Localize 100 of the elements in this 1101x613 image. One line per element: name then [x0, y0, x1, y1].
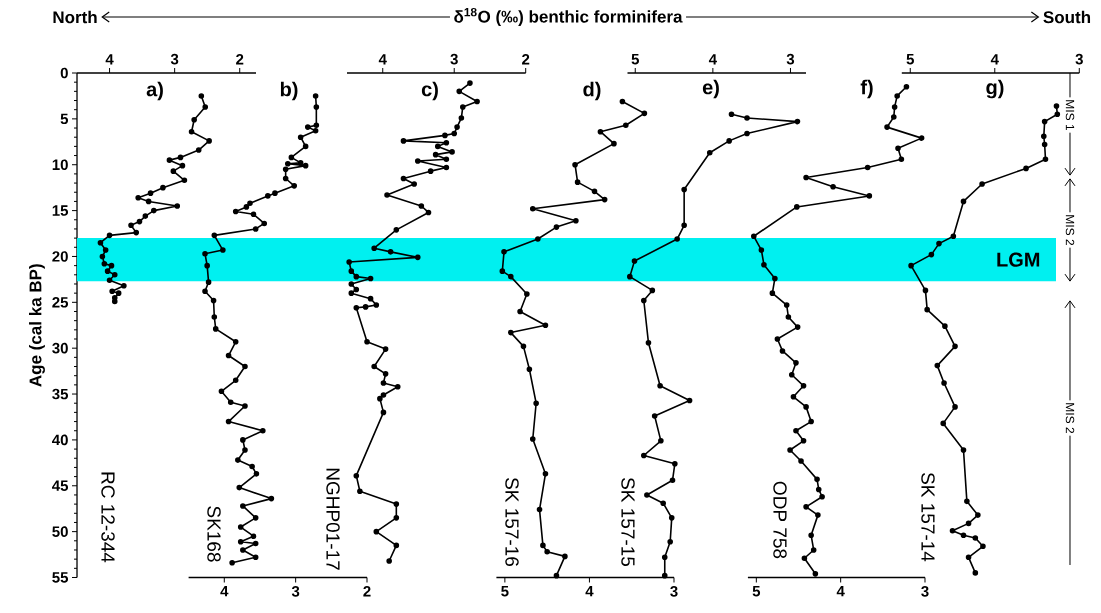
point	[934, 362, 941, 369]
point	[205, 279, 212, 285]
point	[362, 304, 369, 310]
point	[800, 438, 807, 444]
point	[808, 532, 814, 539]
point	[501, 249, 507, 255]
point	[815, 486, 822, 493]
point	[798, 458, 804, 464]
point	[1041, 141, 1048, 148]
point	[250, 211, 257, 218]
point	[240, 547, 246, 553]
point	[572, 161, 578, 168]
point	[536, 506, 543, 513]
point	[434, 143, 441, 150]
point	[393, 227, 400, 233]
point	[353, 305, 360, 311]
point	[151, 207, 157, 214]
point	[400, 175, 407, 182]
chart-title: a)	[146, 81, 163, 101]
point	[980, 543, 986, 550]
point	[302, 143, 309, 150]
point	[393, 501, 400, 507]
x-tick-label: 3	[450, 53, 458, 65]
point	[265, 193, 271, 199]
point	[660, 500, 666, 506]
point	[260, 427, 266, 434]
point	[357, 488, 363, 495]
point	[135, 194, 141, 201]
point	[411, 181, 417, 187]
point	[774, 336, 781, 342]
point	[188, 128, 195, 135]
point	[779, 348, 786, 354]
point	[101, 261, 108, 267]
y-tick-label: 20	[52, 251, 68, 262]
point	[960, 198, 967, 205]
point	[529, 436, 536, 442]
point	[304, 124, 311, 130]
point	[645, 339, 652, 346]
text: SK 157-16	[505, 477, 519, 567]
point	[291, 183, 298, 189]
y-tick-label: 5	[60, 113, 69, 125]
chart-title: c)	[421, 81, 438, 101]
point	[574, 179, 581, 185]
point	[751, 233, 757, 240]
point	[972, 535, 979, 541]
x-tick-label: 5	[906, 54, 914, 65]
point	[1042, 156, 1049, 163]
point	[109, 288, 115, 295]
point	[252, 226, 259, 232]
point	[540, 542, 546, 549]
point	[941, 380, 947, 386]
point	[686, 397, 693, 404]
point	[524, 291, 530, 297]
text: δ$^{18}$O (‰) benthic forminifera	[454, 7, 683, 27]
point	[460, 104, 466, 110]
point	[128, 222, 134, 229]
point	[474, 98, 480, 105]
point	[414, 254, 421, 261]
point	[443, 156, 450, 163]
point	[382, 346, 389, 352]
point	[785, 314, 792, 320]
y-tick-label: 25	[52, 297, 69, 308]
band-label: LGM	[997, 252, 1040, 267]
point	[672, 460, 678, 467]
text: RC 12-344	[101, 472, 115, 563]
point	[529, 205, 536, 212]
point	[803, 174, 809, 181]
point	[1023, 165, 1029, 172]
y-tick-label: 45	[52, 480, 69, 491]
x-tick-label: 2	[236, 54, 244, 65]
y-tick-label: 50	[52, 526, 68, 537]
x-tick-label: 4	[836, 586, 845, 597]
point	[229, 560, 235, 566]
point	[601, 196, 608, 203]
point	[544, 549, 550, 555]
point	[950, 233, 957, 240]
chart-title: b)	[280, 81, 298, 101]
point	[210, 297, 217, 304]
x-tick-label: 2	[522, 54, 530, 65]
point	[674, 236, 680, 242]
point	[242, 403, 248, 409]
point	[202, 250, 208, 257]
point	[111, 294, 118, 301]
point	[975, 512, 981, 518]
point	[761, 261, 767, 268]
point	[949, 527, 956, 534]
point	[542, 471, 549, 477]
point	[312, 127, 319, 134]
point	[198, 93, 205, 99]
point	[758, 247, 765, 253]
point	[631, 258, 638, 264]
point	[371, 363, 377, 370]
point	[353, 273, 360, 280]
point	[312, 93, 319, 99]
point	[282, 166, 289, 173]
point	[960, 447, 967, 453]
point	[393, 515, 400, 521]
point	[669, 477, 676, 484]
point	[348, 290, 355, 296]
point	[240, 503, 246, 509]
